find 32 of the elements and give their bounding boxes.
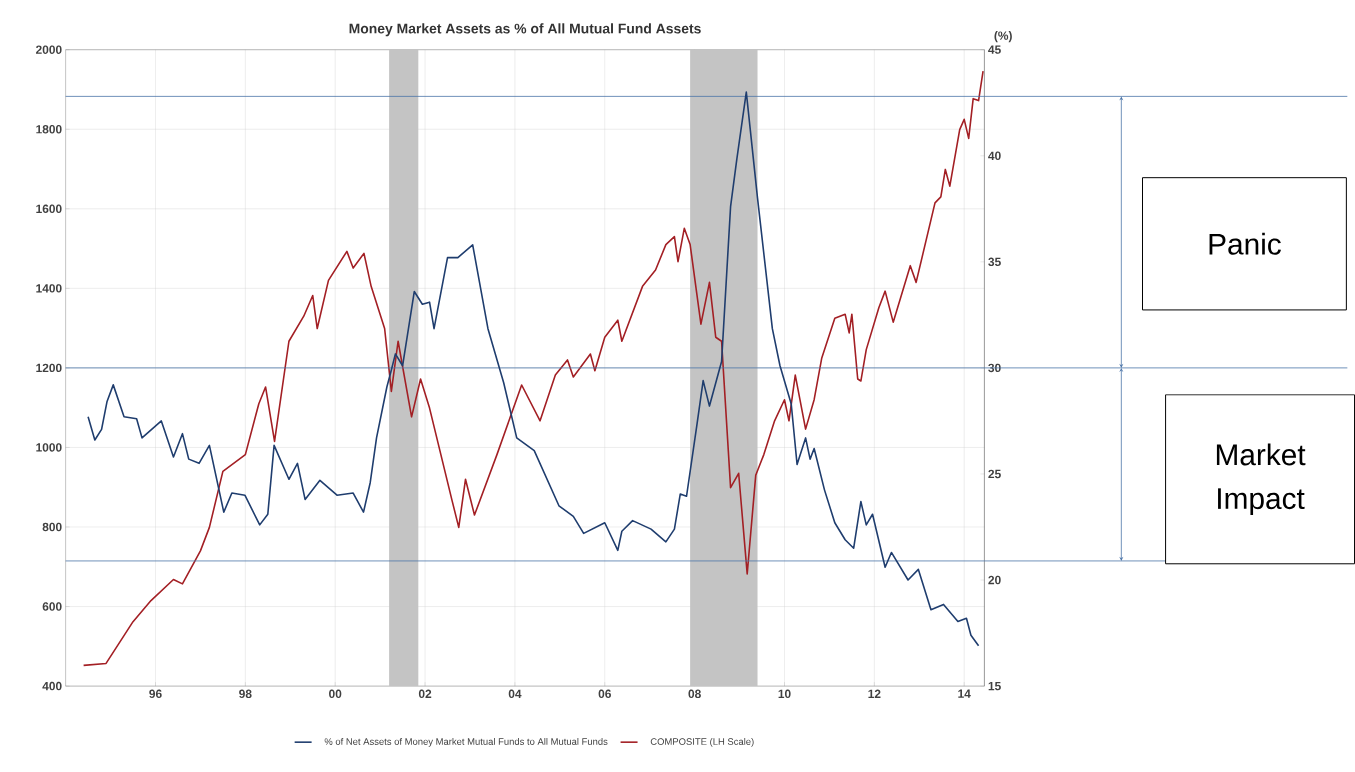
x-tick-label: 02 xyxy=(418,689,432,699)
y-tick-label: 600 xyxy=(42,602,62,611)
y-tick-label: 1000 xyxy=(36,443,62,452)
x-tick-label: 06 xyxy=(598,689,611,699)
x-tick-label: 10 xyxy=(778,689,791,699)
y-tick-label: 1800 xyxy=(36,125,62,134)
y2-tick-label: 45 xyxy=(988,45,1001,55)
y2-tick-label: 20 xyxy=(988,576,1001,585)
chart-title: Money Market Assets as % of All Mutual Fund Assets xyxy=(349,23,701,37)
y2-tick-label: 15 xyxy=(988,682,1001,691)
x-tick-label: 08 xyxy=(688,689,701,699)
y2-tick-label: 25 xyxy=(988,469,1001,479)
legend-label: % of Net Assets of Money Market Mutual Funds to All Mutual Funds xyxy=(324,738,608,747)
text: Panic xyxy=(1209,233,1281,255)
x-tick-label: 96 xyxy=(149,689,162,699)
x-tick-label: 00 xyxy=(329,689,342,699)
y-tick-label: 1200 xyxy=(36,363,62,373)
y-tick-label: 1400 xyxy=(36,284,62,293)
y-tick-label: 800 xyxy=(42,522,62,532)
y-tick-label: 1600 xyxy=(36,204,62,214)
text: Market Impact xyxy=(1216,443,1306,516)
legend-label: COMPOSITE (LH Scale) xyxy=(650,738,754,747)
x-tick-label: 04 xyxy=(508,689,522,699)
x-tick-label: 14 xyxy=(958,689,971,698)
y2-tick-label: 40 xyxy=(988,151,1001,161)
x-tick-label: 12 xyxy=(868,689,881,699)
y-tick-label: 400 xyxy=(42,682,62,691)
x-tick-label: 98 xyxy=(239,689,252,699)
y2-tick-label: 30 xyxy=(988,363,1001,373)
y2-tick-label: 35 xyxy=(988,257,1001,267)
y2-axis-title: (%) xyxy=(994,31,1012,43)
y-tick-label: 2000 xyxy=(35,45,62,55)
